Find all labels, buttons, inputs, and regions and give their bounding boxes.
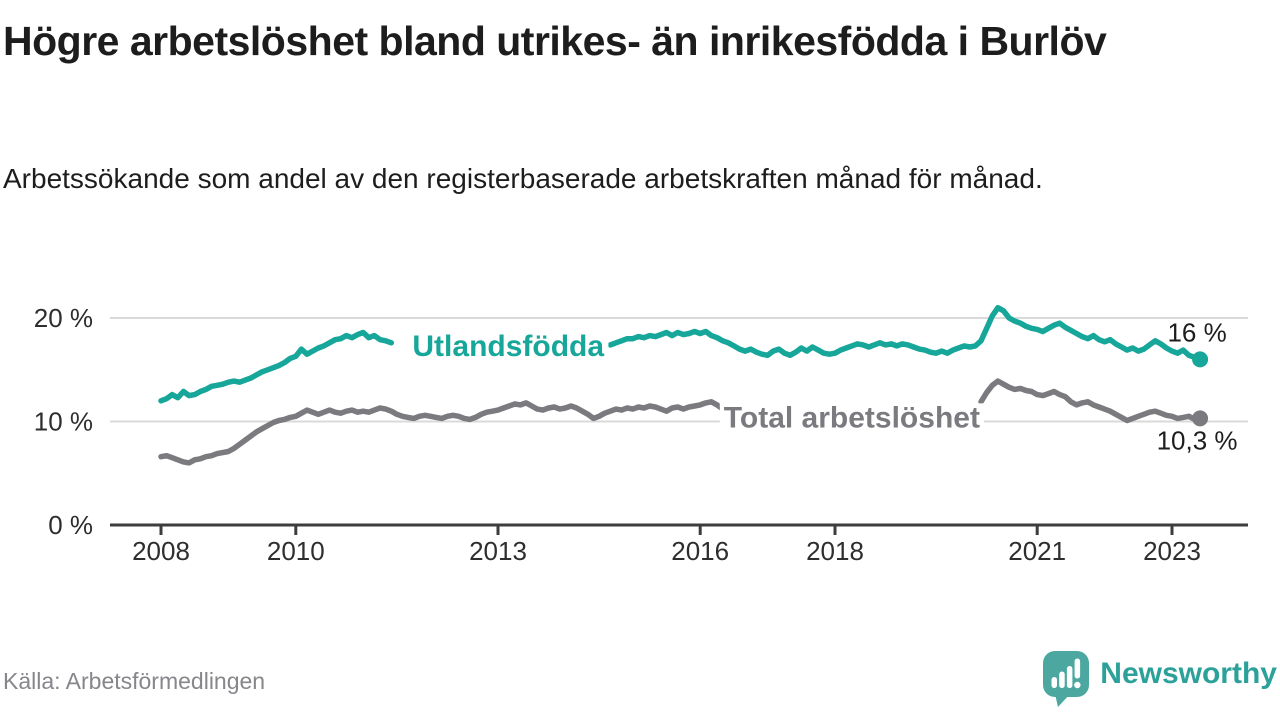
series-end-dot-total [1192, 410, 1209, 427]
series-line-total [978, 378, 1203, 424]
x-axis-label: 2013 [469, 536, 527, 566]
x-axis-label: 2018 [806, 536, 864, 566]
x-axis-label: 2010 [267, 536, 325, 566]
y-axis-label: 10 % [34, 407, 93, 437]
x-axis-label: 2016 [671, 536, 729, 566]
y-axis-label: 20 % [34, 303, 93, 333]
series-line-utlandsfodda [158, 329, 395, 404]
series-end-value-total: 10,3 % [1157, 425, 1238, 455]
x-axis-label: 2023 [1143, 536, 1201, 566]
series-label-utlandsfodda: Utlandsfödda [412, 330, 604, 363]
source-note: Källa: Arbetsförmedlingen [3, 668, 266, 694]
chart-subtitle: Arbetssökande som andel av den registerb… [3, 163, 1043, 194]
series-end-dot-utlandsfodda [1192, 351, 1209, 368]
newsworthy-wordmark: Newsworthy [1100, 657, 1277, 690]
newsworthy-speech-bubble-chart-icon [1043, 651, 1090, 707]
series-line-utlandsfodda [607, 304, 1203, 363]
line-chart: 0 % 10 % 20 % 2008 2010 2013 2016 2018 2021 2023 U… [34, 303, 1248, 566]
y-axis-label: 0 % [48, 510, 93, 540]
series-label-bg [408, 331, 609, 361]
series-label-total: Total arbetslöshet [724, 401, 980, 434]
x-axis-label: 2008 [132, 536, 190, 566]
chart-title: Högre arbetslöshet bland utrikes- än inr… [3, 18, 1107, 64]
newsworthy-logo[interactable]: Newsworthy [1042, 650, 1277, 708]
series-label-bg [719, 403, 984, 433]
series-end-value-utlandsfodda: 16 % [1167, 317, 1226, 347]
series-line-total [158, 399, 726, 466]
x-axis-label: 2021 [1008, 536, 1066, 566]
